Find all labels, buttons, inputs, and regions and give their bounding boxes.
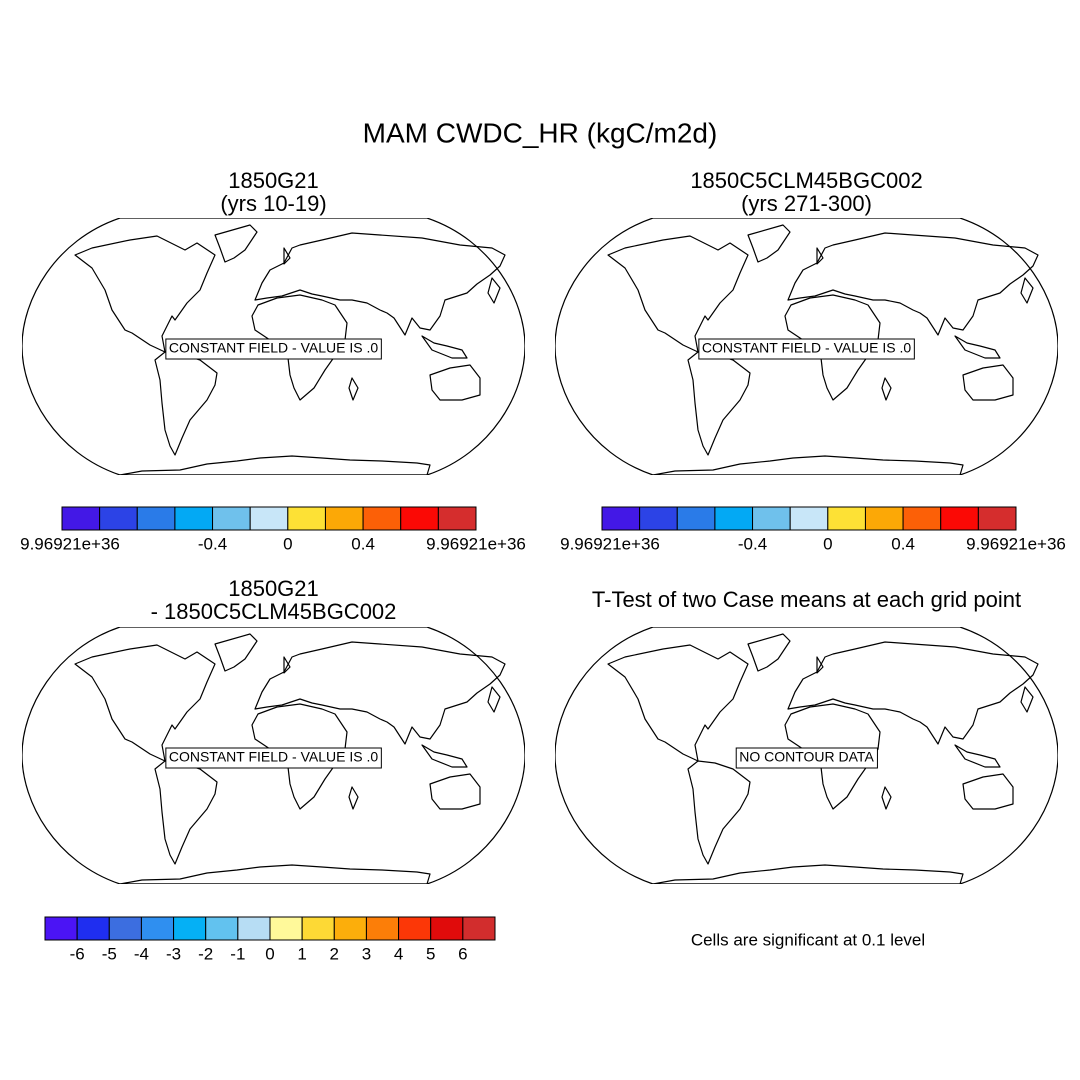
colorbar-box — [789, 506, 829, 531]
message: CONSTANT FIELD - VALUE IS .0 — [702, 340, 911, 356]
caption: Cells are significant at 0.1 level — [691, 930, 925, 949]
colorbar-box — [639, 506, 678, 531]
panel-title: 1850G21 — [228, 576, 319, 601]
colorbar-box — [462, 916, 496, 941]
colorbar-box — [301, 916, 335, 941]
panel-title: (yrs 271-300) — [741, 191, 872, 216]
colorbar-label: 2 — [330, 944, 339, 963]
map-panel: T-Test of two Case means at each grid po… — [555, 587, 1058, 884]
panel-title: (yrs 10-19) — [220, 191, 326, 216]
colorbar-box — [601, 506, 641, 531]
colorbar-label: 0 — [283, 534, 292, 553]
colorbar-box — [324, 506, 364, 531]
colorbar-label: 0.4 — [891, 534, 915, 553]
colorbar-box — [61, 506, 101, 531]
colorbar-label: 3 — [362, 944, 371, 963]
message: CONSTANT FIELD - VALUE IS .0 — [169, 749, 378, 765]
colorbar-box — [108, 916, 142, 941]
colorbar-box — [940, 506, 979, 531]
colorbar-label: 9.96921e+36 — [560, 534, 660, 553]
colorbar-label: -6 — [70, 944, 85, 963]
colorbar-box — [249, 506, 289, 531]
colorbar-box — [173, 916, 207, 941]
colorbar-label: 0 — [265, 944, 274, 963]
colorbar-box — [902, 506, 942, 531]
colorbar-label: 6 — [458, 944, 467, 963]
colorbar: 9.96921e+36 -0.4 0 0.4 9.96921e+36 — [20, 506, 526, 553]
colorbar-label: 9.96921e+36 — [426, 534, 526, 553]
colorbar-box — [212, 506, 251, 531]
colorbar-label: -4 — [134, 944, 149, 963]
colorbar-box — [437, 506, 477, 531]
colorbar-label: -5 — [102, 944, 117, 963]
colorbar: -6 -5 -4 -3 -2 -1 0 1 2 3 4 5 6 — [44, 916, 496, 963]
colorbar-box — [333, 916, 367, 941]
colorbar-label: -1 — [230, 944, 245, 963]
map-panel: 1850G21(yrs 10-19) CONSTANT FIELD - VALUE… — [22, 168, 525, 475]
colorbar-box — [430, 916, 464, 941]
message-box — [165, 747, 382, 769]
colorbar-box — [174, 506, 214, 531]
colorbar-box — [76, 916, 110, 941]
colorbar-box — [365, 916, 400, 941]
colorbar-box — [140, 916, 175, 941]
panel-title: T-Test of two Case means at each grid po… — [592, 587, 1021, 612]
colorbar-label: 9.96921e+36 — [966, 534, 1066, 553]
colorbar: 9.96921e+36 -0.4 0 0.4 9.96921e+36 — [560, 506, 1066, 553]
colorbar-label: -0.4 — [198, 534, 227, 553]
colorbar-box — [44, 916, 78, 941]
map-panel: 1850C5CLM45BGC002(yrs 271-300) CONSTANT F… — [555, 168, 1058, 475]
colorbar-label: 0.4 — [351, 534, 375, 553]
colorbar-label: 4 — [394, 944, 403, 963]
panel-title: 1850C5CLM45BGC002 — [690, 168, 922, 193]
colorbar-box — [269, 916, 303, 941]
colorbar-box — [676, 506, 716, 531]
colorbar-box — [400, 506, 439, 531]
message: NO CONTOUR DATA — [739, 749, 874, 765]
colorbar-box — [136, 506, 176, 531]
colorbar-box — [714, 506, 754, 531]
message-box — [165, 338, 382, 360]
colorbar-box — [977, 506, 1017, 531]
colorbar-label: -0.4 — [738, 534, 767, 553]
figure-title: MAM CWDC_HR (kgC/m2d) — [363, 117, 718, 148]
colorbar-label: 1 — [297, 944, 306, 963]
colorbar-box — [205, 916, 239, 941]
colorbar-box — [362, 506, 402, 531]
map-panel: 1850G21- 1850C5CLM45BGC002 CONSTANT FIELD… — [22, 576, 525, 884]
panel-title: - 1850C5CLM45BGC002 — [151, 599, 397, 624]
panel-title: 1850G21 — [228, 168, 319, 193]
colorbar-label: -3 — [166, 944, 181, 963]
colorbar-label: 5 — [426, 944, 435, 963]
colorbar-box — [752, 506, 791, 531]
colorbar-box — [287, 506, 326, 531]
colorbar-label: 0 — [823, 534, 832, 553]
colorbar-box — [864, 506, 904, 531]
colorbar-box — [99, 506, 138, 531]
colorbar-box — [827, 506, 866, 531]
colorbar-label: -2 — [198, 944, 213, 963]
colorbar-label: 9.96921e+36 — [20, 534, 120, 553]
colorbar-box — [237, 916, 271, 941]
message: CONSTANT FIELD - VALUE IS .0 — [169, 340, 378, 356]
message-box — [698, 338, 915, 360]
message-box — [735, 747, 878, 769]
colorbar-box — [398, 916, 432, 941]
